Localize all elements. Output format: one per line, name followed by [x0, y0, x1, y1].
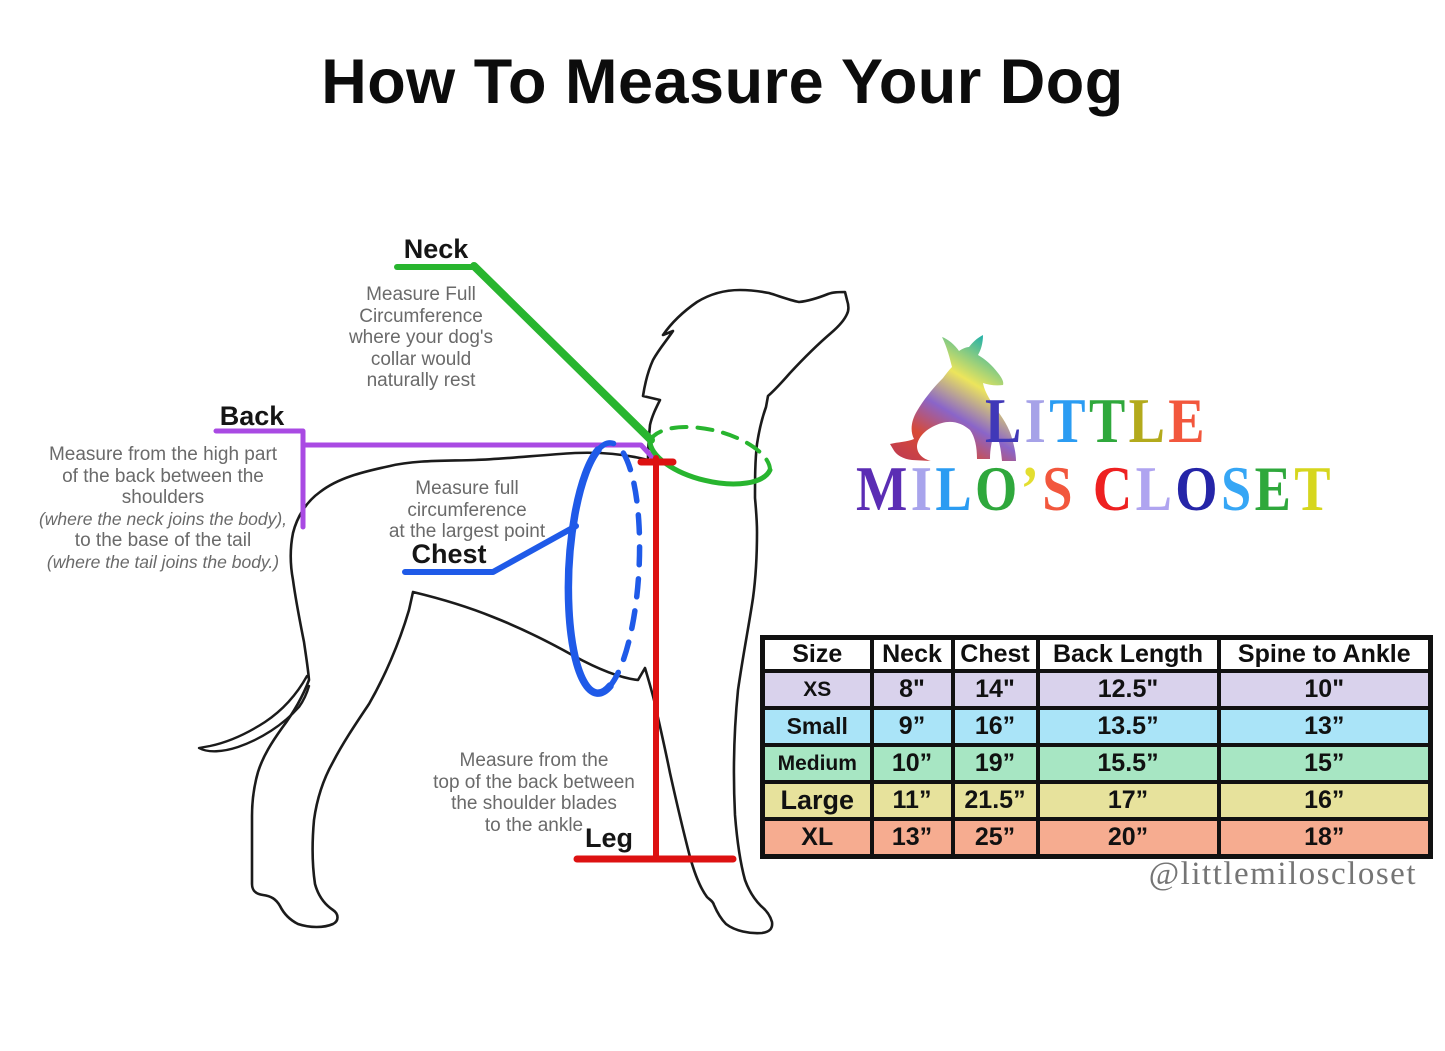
logo-letter: O [1175, 453, 1221, 524]
desc-line: where your dog's [348, 327, 494, 348]
logo-letter: L [935, 453, 975, 524]
logo-letter: L [985, 385, 1025, 456]
back-measure-line [300, 442, 658, 463]
measurement-cell: 14" [950, 669, 1040, 710]
leg-label: Leg [584, 823, 633, 853]
size-chart-header-row: Size Neck Chest Back Length Spine to Ankle [760, 635, 1433, 673]
neck-ellipse-solid [647, 438, 773, 487]
leg-description: Measure from the top of the back between… [384, 750, 684, 836]
desc-line: the shoulder blades [451, 793, 617, 814]
size-name-cell: Small [760, 706, 874, 747]
back-label: Back [219, 401, 285, 431]
desc-line: to the base of the tail [74, 530, 252, 551]
social-handle: @littlemiloscloset [1148, 856, 1417, 892]
measurement-cell: 16” [950, 706, 1040, 747]
size-row-xl: XL 13” 25” 20” 18” [760, 817, 1433, 858]
desc-line: naturally rest [366, 370, 476, 391]
measurement-cell: 11” [869, 780, 955, 821]
size-row-large: Large 11” 21.5” 17” 16” [760, 780, 1433, 821]
column-header: Back Length [1035, 635, 1221, 673]
neck-ellipse-dashed [648, 425, 773, 472]
measurement-cell: 15” [1216, 743, 1433, 784]
logo-letter: E [1168, 385, 1208, 456]
measurement-cell: 10” [869, 743, 955, 784]
logo-letter: T [1088, 385, 1129, 456]
measurement-cell: 12.5" [1035, 669, 1221, 710]
logo-letter: ’ [1020, 453, 1043, 524]
logo-letter: S [1042, 453, 1076, 524]
size-name-cell: Medium [760, 743, 874, 784]
logo-letter: I [910, 453, 936, 524]
desc-line: of the back between the [62, 465, 264, 487]
logo-letter: M [856, 453, 911, 524]
column-header: Chest [950, 635, 1040, 673]
logo-dog-silhouette-icon [890, 335, 1016, 461]
column-header: Size [760, 635, 874, 673]
desc-line: shoulders [121, 487, 205, 508]
measurement-cell: 10" [1216, 669, 1433, 710]
measurement-cell: 8" [869, 669, 955, 710]
logo-letter: O [975, 453, 1021, 524]
desc-line: Circumference [359, 305, 483, 327]
measurement-cell: 9” [869, 706, 955, 747]
chest-label: Chest [411, 539, 487, 569]
desc-line: Measure full [415, 478, 519, 499]
logo-letter: L [1135, 453, 1176, 524]
page-title: How To Measure Your Dog [321, 47, 1124, 117]
logo-letter: T [1294, 453, 1334, 524]
measurement-cell: 21.5” [950, 780, 1040, 821]
back-description: Measure from the high part of the back b… [13, 444, 313, 573]
logo-letter [1076, 453, 1093, 524]
logo-wordmark-little: LITTLE [985, 389, 1208, 453]
measurement-cell: 19” [950, 743, 1040, 784]
neck-label: Neck [403, 234, 469, 264]
column-header: Neck [869, 635, 955, 673]
desc-line: (where the tail joins the body.) [46, 551, 280, 572]
desc-line: Measure from the [459, 750, 609, 771]
logo-wordmark-milos-closet: MILO’S CLOSET [856, 457, 1334, 521]
measurement-cell: 20” [1035, 817, 1221, 858]
logo-letter: E [1254, 453, 1295, 524]
desc-line: (where the neck joins the body), [38, 508, 288, 529]
logo-letter: T [1049, 385, 1089, 456]
column-header: Spine to Ankle [1216, 635, 1433, 673]
size-row-medium: Medium 10” 19” 15.5” 15” [760, 743, 1433, 784]
size-name-cell: Large [760, 780, 874, 821]
size-row-small: Small 9” 16” 13.5” 13” [760, 706, 1433, 747]
chest-description: Measure full circumference at the larges… [317, 478, 617, 543]
measurement-cell: 13” [869, 817, 955, 858]
dog-tail-outline [197, 674, 311, 753]
measurement-cell: 25” [950, 817, 1040, 858]
logo-letter: I [1024, 385, 1050, 456]
desc-line: Measure Full [366, 284, 476, 305]
neck-description: Measure Full Circumference where your do… [271, 284, 571, 392]
measurement-cell: 15.5” [1035, 743, 1221, 784]
logo-letter: S [1220, 453, 1255, 524]
desc-line: top of the back between [433, 771, 635, 793]
size-chart-body: XS 8" 14" 12.5" 10" Small 9” 16” 13.5” 13” Medium 1… [760, 669, 1433, 858]
measurement-cell: 18” [1216, 817, 1433, 858]
logo-letter: L [1128, 385, 1169, 456]
desc-line: at the largest point [388, 521, 546, 542]
measurement-cell: 13.5” [1035, 706, 1221, 747]
size-name-cell: XS [760, 669, 874, 710]
desc-line: to the ankle [484, 814, 584, 836]
measurement-cell: 16” [1216, 780, 1433, 821]
desc-line: circumference [407, 499, 527, 521]
desc-line: Measure from the high part [48, 444, 278, 465]
measurement-cell: 17” [1035, 780, 1221, 821]
size-chart-table: Size Neck Chest Back Length Spine to Ankle X… [760, 635, 1433, 859]
size-name-cell: XL [760, 817, 874, 858]
size-row-xs: XS 8" 14" 12.5" 10" [760, 669, 1433, 710]
logo-letter: C [1092, 453, 1136, 524]
measurement-cell: 13” [1216, 706, 1433, 747]
desc-line: collar would [370, 348, 472, 370]
